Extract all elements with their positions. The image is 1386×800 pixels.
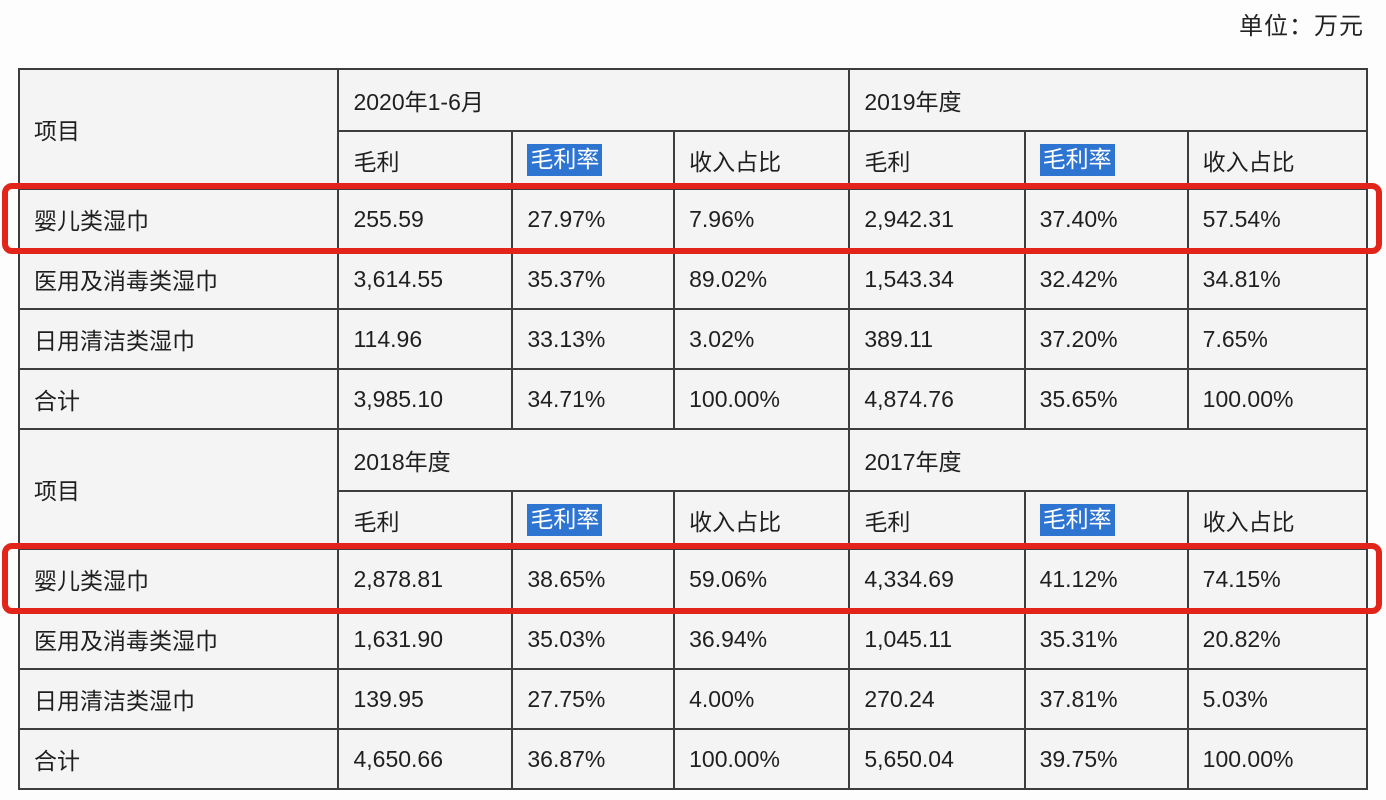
row-label: 医用及消毒类湿巾 — [17, 608, 340, 670]
cell-value: 35.31% — [1023, 608, 1189, 670]
row-label: 日用清洁类湿巾 — [17, 308, 340, 370]
cell-value: 39.75% — [1023, 728, 1189, 790]
row-label: 婴儿类湿巾 — [17, 188, 340, 250]
unit-label: 单位：万元 — [1239, 13, 1364, 40]
cell-value: 1,631.90 — [337, 608, 514, 670]
cell-value: 389.11 — [848, 308, 1026, 370]
table-row: 婴儿类湿巾 2,878.81 38.65% 59.06% 4,334.69 41… — [17, 548, 1369, 610]
row-label: 医用及消毒类湿巾 — [17, 248, 340, 310]
cell-value: 114.96 — [337, 308, 514, 370]
subheader-gross-margin: 毛利率 — [511, 130, 676, 190]
subheader-revenue-share: 收入占比 — [1186, 490, 1369, 550]
gross-profit-table: 项目 2020年1-6月 2019年度 毛利 毛利率 收入占比 毛利 毛利率 收… — [17, 68, 1369, 790]
subheader-gross-profit: 毛利 — [848, 130, 1026, 190]
item-column-header: 项目 — [17, 428, 340, 550]
cell-value: 4.00% — [673, 668, 851, 730]
subheader-gross-margin: 毛利率 — [511, 490, 676, 550]
row-label: 婴儿类湿巾 — [17, 548, 340, 610]
cell-value: 3,985.10 — [337, 368, 514, 430]
subheader-revenue-share: 收入占比 — [673, 130, 851, 190]
cell-value: 100.00% — [673, 728, 851, 790]
cell-value: 38.65% — [511, 548, 676, 610]
gross-margin-highlight: 毛利率 — [1039, 504, 1115, 536]
table-row: 医用及消毒类湿巾 3,614.55 35.37% 89.02% 1,543.34… — [17, 248, 1369, 310]
period-header: 2020年1-6月 — [337, 68, 851, 132]
table-row: 婴儿类湿巾 255.59 27.97% 7.96% 2,942.31 37.40… — [17, 188, 1369, 250]
table-row: 合计 4,650.66 36.87% 100.00% 5,650.04 39.7… — [17, 728, 1369, 790]
row-label: 日用清洁类湿巾 — [17, 668, 340, 730]
cell-value: 7.96% — [673, 188, 851, 250]
cell-value: 34.81% — [1186, 248, 1369, 310]
cell-value: 139.95 — [337, 668, 514, 730]
cell-value: 89.02% — [673, 248, 851, 310]
cell-value: 36.94% — [673, 608, 851, 670]
cell-value: 57.54% — [1186, 188, 1369, 250]
subheader-revenue-share: 收入占比 — [1186, 130, 1369, 190]
cell-value: 74.15% — [1186, 548, 1369, 610]
cell-value: 32.42% — [1023, 248, 1189, 310]
cell-value: 35.65% — [1023, 368, 1189, 430]
cell-value: 4,874.76 — [848, 368, 1026, 430]
period-header: 2019年度 — [848, 68, 1368, 132]
period-header: 2018年度 — [337, 428, 851, 492]
period-header: 2017年度 — [848, 428, 1368, 492]
cell-value: 37.20% — [1023, 308, 1189, 370]
gross-margin-highlight: 毛利率 — [1039, 144, 1115, 176]
table-row: 合计 3,985.10 34.71% 100.00% 4,874.76 35.6… — [17, 368, 1369, 430]
table-row: 日用清洁类湿巾 114.96 33.13% 3.02% 389.11 37.20… — [17, 308, 1369, 370]
cell-value: 7.65% — [1186, 308, 1369, 370]
cell-value: 1,543.34 — [848, 248, 1026, 310]
cell-value: 5.03% — [1186, 668, 1369, 730]
gross-margin-highlight: 毛利率 — [527, 144, 603, 176]
cell-value: 27.97% — [511, 188, 676, 250]
cell-value: 59.06% — [673, 548, 851, 610]
row-label: 合计 — [17, 368, 340, 430]
table-row: 医用及消毒类湿巾 1,631.90 35.03% 36.94% 1,045.11… — [17, 608, 1369, 670]
cell-value: 36.87% — [511, 728, 676, 790]
cell-value: 20.82% — [1186, 608, 1369, 670]
subheader-gross-margin: 毛利率 — [1023, 130, 1189, 190]
table-row: 日用清洁类湿巾 139.95 27.75% 4.00% 270.24 37.81… — [17, 668, 1369, 730]
subheader-gross-margin: 毛利率 — [1023, 490, 1189, 550]
cell-value: 100.00% — [1186, 368, 1369, 430]
cell-value: 37.40% — [1023, 188, 1189, 250]
cell-value: 35.37% — [511, 248, 676, 310]
cell-value: 37.81% — [1023, 668, 1189, 730]
cell-value: 2,878.81 — [337, 548, 514, 610]
cell-value: 4,650.66 — [337, 728, 514, 790]
subheader-gross-profit: 毛利 — [337, 130, 514, 190]
subheader-revenue-share: 收入占比 — [673, 490, 851, 550]
item-column-header: 项目 — [17, 68, 340, 190]
cell-value: 3,614.55 — [337, 248, 514, 310]
subheader-gross-profit: 毛利 — [337, 490, 514, 550]
cell-value: 3.02% — [673, 308, 851, 370]
cell-value: 100.00% — [1186, 728, 1369, 790]
gross-margin-highlight: 毛利率 — [527, 504, 603, 536]
cell-value: 255.59 — [337, 188, 514, 250]
cell-value: 33.13% — [511, 308, 676, 370]
cell-value: 2,942.31 — [848, 188, 1026, 250]
cell-value: 5,650.04 — [848, 728, 1026, 790]
cell-value: 1,045.11 — [848, 608, 1026, 670]
cell-value: 270.24 — [848, 668, 1026, 730]
cell-value: 35.03% — [511, 608, 676, 670]
subheader-gross-profit: 毛利 — [848, 490, 1026, 550]
cell-value: 4,334.69 — [848, 548, 1026, 610]
cell-value: 34.71% — [511, 368, 676, 430]
row-label: 合计 — [17, 728, 340, 790]
cell-value: 41.12% — [1023, 548, 1189, 610]
cell-value: 100.00% — [673, 368, 851, 430]
cell-value: 27.75% — [511, 668, 676, 730]
